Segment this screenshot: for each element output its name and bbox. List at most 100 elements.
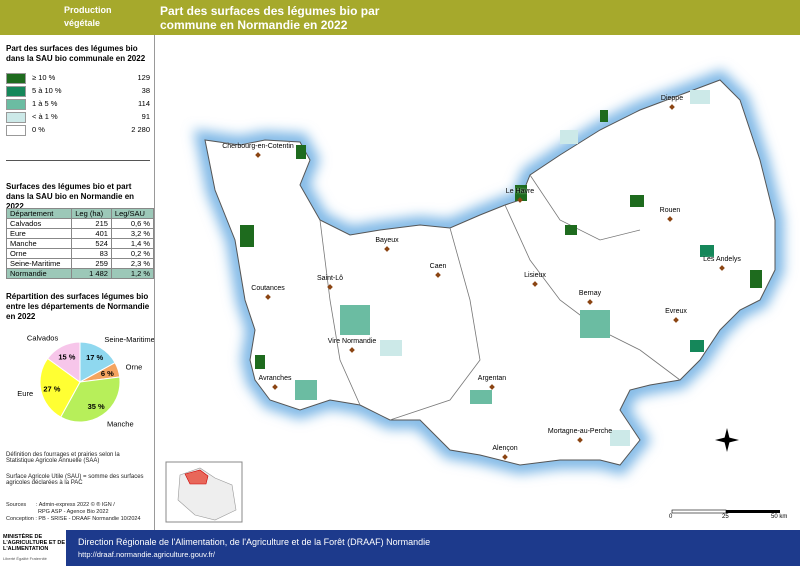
table-cell: 259 [71, 258, 112, 269]
table-header: Département [5, 208, 73, 219]
legend-count: 129 [137, 73, 150, 82]
legend-label: 5 à 10 % [32, 86, 62, 95]
legend-title: Part des surfaces des légumes bio dans l… [6, 44, 146, 63]
url: http://draaf.normandie.agriculture.gouv.… [78, 550, 216, 559]
note-2: Surface Agricole Utile (SAU) = somme des… [6, 474, 144, 486]
section: Production végétale [64, 5, 112, 28]
table-cell: 0,2 % [110, 248, 155, 259]
pie-category-label: Calvados [27, 333, 59, 342]
legend-label: < à 1 % [32, 112, 58, 121]
table-row: Orne 83 0,2 % [5, 248, 155, 259]
table-cell: 524 [71, 238, 112, 249]
compass [715, 428, 739, 452]
sources-1: : Admin-express 2022 © ® IGN / [36, 502, 115, 508]
table-row: Normandie 1 482 1,2 % [5, 268, 155, 279]
legend-count: 114 [138, 99, 150, 108]
pie-value-label: 6 % [101, 369, 114, 378]
table-cell: 83 [71, 248, 112, 259]
city-label: Rouen [659, 207, 681, 214]
legend-label: 1 à 5 % [32, 99, 58, 108]
legend-swatch [6, 86, 26, 97]
table: Département Leg (ha) Leg/SAU Calvados 215 0,6… [5, 208, 155, 279]
city-label: Le Havre [505, 188, 535, 195]
pie-chart: 17 %Seine-Maritime 6 % Orne 35 %Manche 27 % E… [17, 333, 154, 428]
table-row: Manche 524 1,4 % [5, 238, 155, 249]
organisation: Direction Régionale de l'Alimentation, d… [78, 537, 431, 547]
pie-title: Répartition des surfaces légumes bio ent… [6, 292, 150, 321]
city-label: Cherbourg-en-Cotentin [222, 143, 294, 150]
table-cell: 401 [71, 228, 112, 239]
legend-swatch [6, 125, 26, 136]
sources-2: RPG ASP - Agence Bio 2022 [38, 509, 109, 515]
pie-category-label: Seine-Maritime [104, 335, 154, 344]
table-cell: 3,2 % [110, 228, 155, 239]
table-cell: 1 482 [71, 268, 112, 279]
pie-category-label: Eure [17, 389, 33, 398]
legend-swatch [6, 73, 26, 84]
table-cell: 0,6 % [110, 218, 155, 229]
scale-0: 0 [669, 514, 673, 520]
pie-category-label: Manche [107, 419, 134, 428]
city-label: Alençon [492, 445, 518, 452]
table-row: Seine-Maritime 259 2,3 % [5, 258, 155, 269]
motto: Liberté Égalité Fraternité [3, 556, 47, 561]
table-cell: Orne [5, 248, 73, 259]
commune-patches [240, 90, 762, 446]
conception: Conception : PB - SRISE - DRAAF Normandi… [6, 516, 141, 522]
city-label: Lisieux [524, 272, 546, 279]
legend-count: 38 [141, 86, 150, 95]
logo [0, 530, 66, 566]
table-cell: 215 [71, 218, 112, 229]
table-cell: Normandie [5, 268, 73, 279]
table-row: Eure 401 3,2 % [5, 228, 155, 239]
pie-slice [60, 376, 121, 423]
city-label: Bernay [578, 290, 602, 297]
city-label: Caen [429, 263, 447, 270]
separator [6, 160, 150, 161]
city-label: Saint-Lô [316, 275, 344, 282]
table-cell: Manche [5, 238, 73, 249]
title: Part des surfaces des légumes bio par co… [160, 4, 380, 32]
legend-count: 91 [141, 112, 150, 121]
pie-slice [79, 341, 116, 383]
city-label: Mortagne-au-Perche [547, 428, 613, 435]
city-label: Avranches [258, 375, 292, 382]
city-label: Evreux [665, 308, 687, 315]
inset-map [165, 461, 243, 523]
city-label: Les Andelys [703, 256, 741, 263]
legend-row: < à 1 % 91 [6, 111, 154, 124]
scale-50: 50 km [771, 514, 788, 520]
pie-slice [39, 357, 81, 418]
pie-value-label: 15 % [58, 352, 75, 361]
footer [0, 530, 800, 566]
city-label: Argentan [477, 375, 507, 382]
table-cell: 2,3 % [110, 258, 155, 269]
legend-row: 5 à 10 % 38 [6, 85, 154, 98]
pie-category-label: Orne [126, 363, 143, 372]
note-1: Définition des fourrages et prairies sel… [6, 452, 120, 464]
legend-swatch [6, 112, 26, 123]
scale-25: 25 [722, 514, 729, 520]
pie-value-label: 35 % [88, 402, 105, 411]
scale-bar [671, 509, 780, 514]
pie-value-label: 17 % [86, 353, 103, 362]
pie-value-label: 27 % [43, 384, 60, 393]
city-label: Dieppe [660, 95, 684, 102]
legend-count: 2 280 [131, 125, 150, 134]
legend-row: 0 % 2 280 [6, 124, 154, 137]
legend: ≥ 10 % 129 5 à 10 % 38 1 à 5 % 114 < à 1 % 91 0 … [6, 72, 154, 137]
header-bar [0, 0, 800, 35]
legend-row: 1 à 5 % 114 [6, 98, 154, 111]
city-label: Vire Normandie [327, 338, 377, 345]
sources-label: Sources [6, 502, 27, 508]
pie-slice [46, 341, 81, 383]
table-row: Calvados 215 0,6 % [5, 218, 155, 229]
table-cell: 1,4 % [110, 238, 155, 249]
left-panel [0, 35, 155, 530]
table-cell: Calvados [5, 218, 73, 229]
legend-label: 0 % [32, 125, 45, 134]
table-title: Surfaces des légumes bio et part dans la… [6, 182, 135, 211]
city-label: Bayeux [375, 237, 399, 244]
